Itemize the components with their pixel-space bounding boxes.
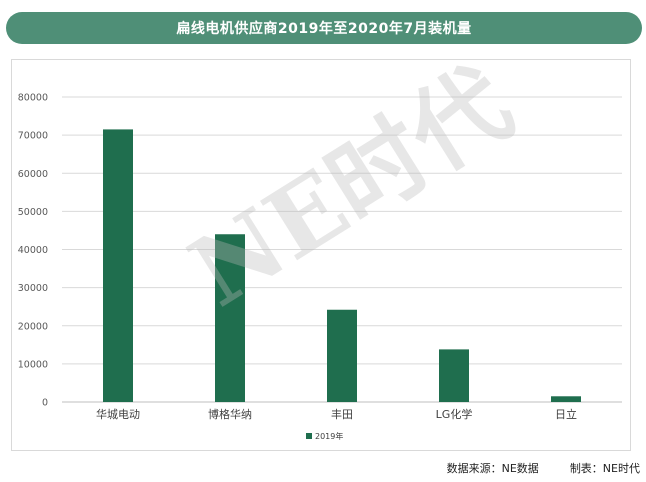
y-tick-label: 70000	[18, 131, 48, 142]
x-tick-label: 日立	[555, 407, 577, 421]
chart-title: 扁线电机供应商2019年至2020年7月装机量	[176, 21, 472, 37]
footer: 数据来源：NE数据 制表：NE时代	[447, 460, 640, 476]
bar-chart: 0 10000 20000 30000 40000 50000 60000 70000 8000…	[18, 93, 622, 441]
bar	[327, 309, 357, 402]
y-tick-label: 10000	[18, 359, 48, 370]
y-tick-label: 20000	[18, 321, 48, 332]
bar	[551, 396, 581, 402]
y-tick-label: 50000	[18, 207, 48, 218]
y-tick-label: 0	[42, 398, 48, 409]
footer-source: 数据来源：NE数据	[446, 462, 539, 475]
footer-producer: 制表：NE时代	[569, 462, 640, 475]
bar	[439, 349, 469, 402]
x-tick-label: 华城电动	[96, 407, 140, 421]
legend-swatch	[306, 433, 312, 439]
x-tick-label: LG化学	[436, 407, 473, 421]
x-tick-label: 博格华纳	[208, 407, 252, 421]
y-tick-label: 40000	[18, 245, 48, 256]
y-tick-label: 60000	[18, 169, 48, 180]
bar	[215, 234, 245, 402]
bar	[103, 129, 133, 402]
y-tick-label: 80000	[18, 93, 48, 104]
legend-label: 2019年	[315, 431, 343, 441]
x-tick-label: 丰田	[331, 408, 353, 421]
chart-frame: 0 10000 20000 30000 40000 50000 60000 70000 8000…	[11, 59, 631, 451]
chart-title-banner: 扁线电机供应商2019年至2020年7月装机量	[6, 12, 642, 44]
y-tick-label: 30000	[18, 283, 48, 294]
